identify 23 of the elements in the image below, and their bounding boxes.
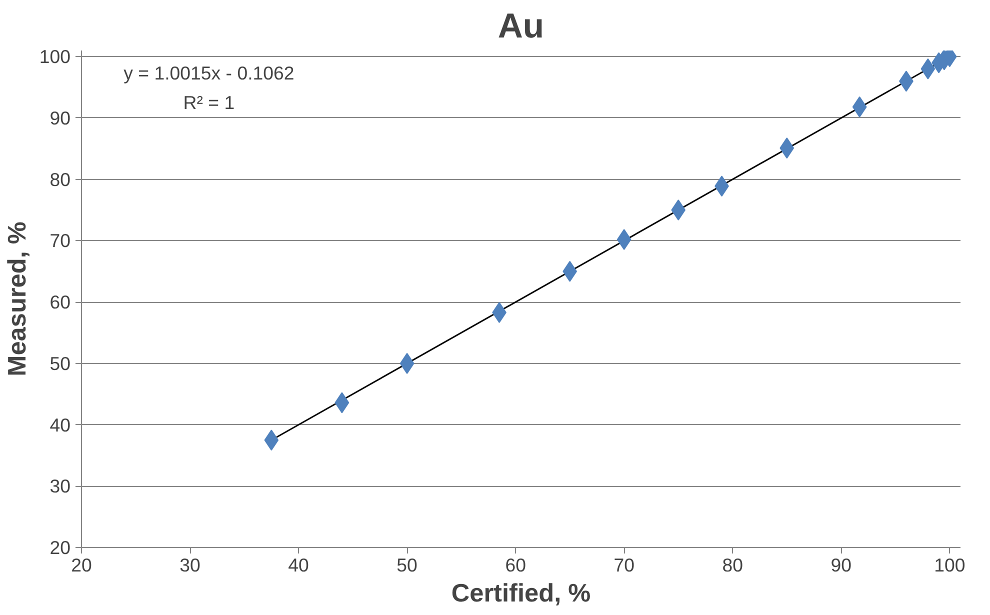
y-tick-label: 40 [50, 414, 71, 436]
y-tick-label: 70 [50, 230, 71, 252]
y-tick-label: 80 [50, 168, 71, 190]
x-tick-label: 60 [505, 554, 526, 576]
x-tick-label: 40 [288, 554, 309, 576]
x-tick-label: 50 [396, 554, 418, 576]
x-tick-label: 20 [71, 554, 92, 576]
x-tick-label: 90 [830, 554, 852, 576]
x-axis-title: Certified, % [451, 580, 591, 608]
chart-title: Au [498, 8, 544, 46]
y-tick-label: 30 [50, 476, 71, 497]
y-tick-label: 50 [50, 352, 71, 374]
annotation: y = 1.0015x - 0.1062 [124, 62, 294, 84]
y-tick-label: 90 [50, 107, 71, 128]
y-tick-label: 60 [50, 292, 71, 313]
y-tick-label: 100 [39, 46, 71, 68]
x-tick-label: 70 [614, 554, 634, 576]
annotation: R² = 1 [183, 92, 235, 114]
y-axis-title: Measured, % [3, 222, 32, 376]
y-tick-label: 20 [50, 537, 71, 558]
x-tick-label: 100 [934, 554, 966, 576]
x-tick-label: 80 [722, 554, 743, 576]
x-tick-label: 30 [180, 554, 200, 576]
